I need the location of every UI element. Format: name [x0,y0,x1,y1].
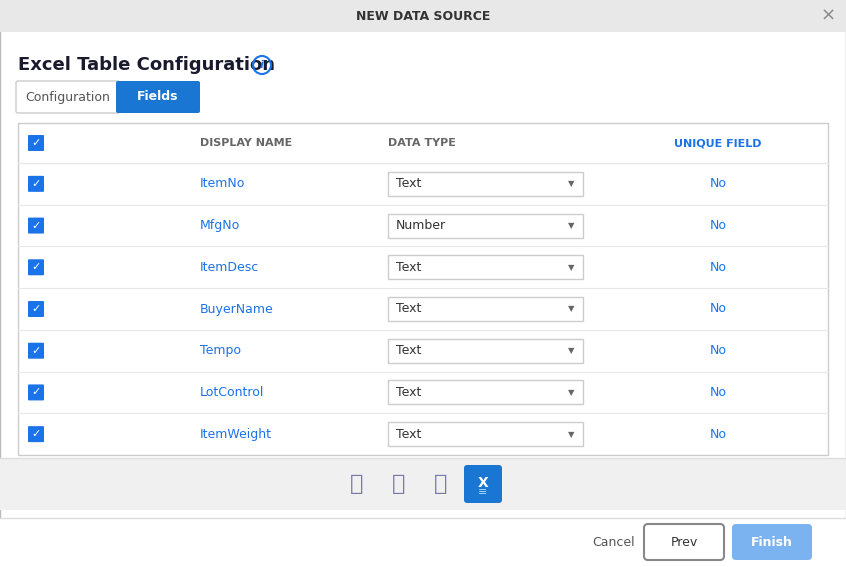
Text: No: No [710,344,727,357]
Text: ▼: ▼ [568,221,574,230]
FancyBboxPatch shape [28,384,44,400]
Text: ▼: ▼ [568,388,574,397]
FancyBboxPatch shape [388,172,583,196]
Text: Finish: Finish [751,535,793,548]
FancyBboxPatch shape [16,81,120,113]
FancyBboxPatch shape [18,123,828,455]
Text: ▼: ▼ [568,304,574,314]
Text: No: No [710,428,727,441]
FancyBboxPatch shape [644,524,724,560]
FancyBboxPatch shape [388,214,583,238]
Text: Configuration: Configuration [25,91,111,104]
Text: DATA TYPE: DATA TYPE [388,138,456,148]
Text: 🗄: 🗄 [350,474,364,494]
Text: ✓: ✓ [31,263,41,272]
Text: No: No [710,177,727,191]
Text: ▼: ▼ [568,263,574,272]
Text: Text: Text [396,428,421,441]
Text: Text: Text [396,177,421,191]
Text: No: No [710,219,727,232]
Text: Text: Text [396,261,421,274]
Text: BuyerName: BuyerName [200,303,274,315]
Text: ▼: ▼ [568,179,574,188]
Text: UNIQUE FIELD: UNIQUE FIELD [674,138,761,148]
FancyBboxPatch shape [28,426,44,442]
FancyBboxPatch shape [388,338,583,363]
Text: ✓: ✓ [31,387,41,397]
Text: Cancel: Cancel [593,535,635,548]
Text: No: No [710,261,727,274]
Text: Fields: Fields [137,91,179,104]
Text: ✓: ✓ [31,221,41,231]
FancyBboxPatch shape [388,297,583,321]
Text: ItemWeight: ItemWeight [200,428,272,441]
Text: No: No [710,386,727,399]
Text: ▼: ▼ [568,346,574,355]
Text: Text: Text [396,344,421,357]
Text: ✓: ✓ [31,346,41,356]
FancyBboxPatch shape [28,176,44,192]
FancyBboxPatch shape [28,218,44,234]
FancyBboxPatch shape [0,458,846,510]
FancyBboxPatch shape [464,465,502,503]
Text: i: i [260,60,264,70]
Text: Number: Number [396,219,446,232]
Text: ×: × [821,7,836,25]
Text: ✓: ✓ [31,304,41,314]
Text: ItemNo: ItemNo [200,177,245,191]
FancyBboxPatch shape [28,342,44,359]
FancyBboxPatch shape [0,0,846,32]
FancyBboxPatch shape [116,81,200,113]
FancyBboxPatch shape [28,301,44,317]
Text: Text: Text [396,303,421,315]
FancyBboxPatch shape [388,380,583,404]
Text: X: X [478,476,488,490]
Text: ✓: ✓ [31,179,41,189]
Text: 🗀: 🗀 [393,474,406,494]
Text: Tempo: Tempo [200,344,241,357]
Text: Text: Text [396,386,421,399]
Text: 🗁: 🗁 [434,474,448,494]
FancyBboxPatch shape [28,135,44,151]
Text: MfgNo: MfgNo [200,219,240,232]
Text: ≡: ≡ [478,487,487,497]
Text: NEW DATA SOURCE: NEW DATA SOURCE [356,10,490,23]
FancyBboxPatch shape [388,255,583,280]
Text: No: No [710,303,727,315]
Text: DISPLAY NAME: DISPLAY NAME [200,138,292,148]
Text: ItemDesc: ItemDesc [200,261,259,274]
Text: ✓: ✓ [31,138,41,148]
FancyBboxPatch shape [732,524,812,560]
FancyBboxPatch shape [28,259,44,276]
Text: ▼: ▼ [568,430,574,439]
FancyBboxPatch shape [0,518,846,567]
Text: Excel Table Configuration: Excel Table Configuration [18,56,275,74]
Text: ✓: ✓ [31,429,41,439]
Text: Prev: Prev [670,535,698,548]
Text: LotControl: LotControl [200,386,264,399]
FancyBboxPatch shape [388,422,583,446]
